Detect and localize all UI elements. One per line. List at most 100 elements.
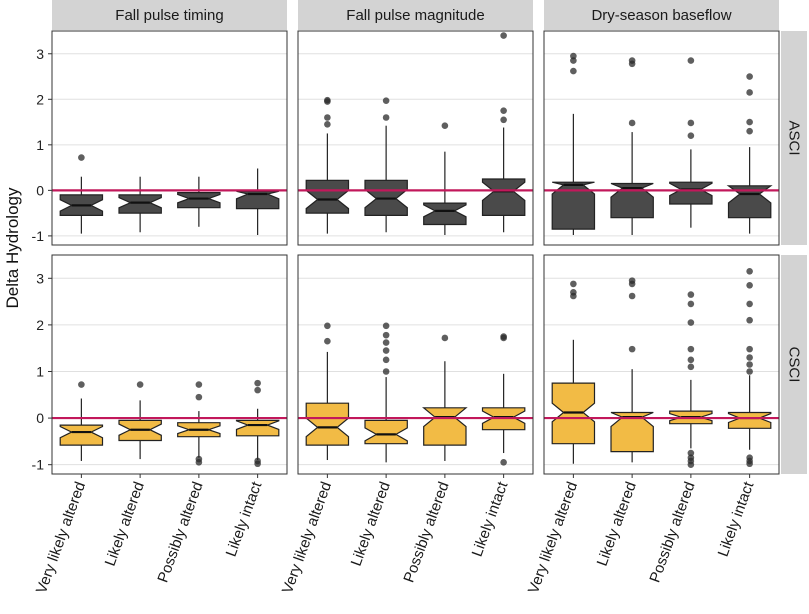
outlier-point [324,121,331,128]
outlier-point [382,331,390,339]
box-possibly-altered [177,176,221,227]
box-likely-altered [118,381,162,460]
y-tick-label: 3 [36,46,44,62]
box-very-likely-altered [551,280,596,464]
outlier-point [195,381,203,388]
outlier-point [687,319,695,326]
panel-csci-dry-season-baseflow: Very likely altered Likely altered Possibl… [525,254,780,596]
outlier-point [746,361,753,368]
column-strip-label: Dry-season baseflow [591,7,731,24]
outlier-point [570,52,577,60]
outlier-point [441,122,449,130]
box-possibly-altered [423,122,467,235]
box-likely-altered [610,57,654,235]
outlier-point [500,116,507,124]
x-tick-label: Possibly altered [154,480,206,585]
outlier-point [78,154,85,161]
box-body [727,411,772,429]
x-tick-label: Likely intact [223,479,266,559]
x-tick-label: Very likely altered [525,480,581,596]
panel-asci-fall-pulse-magnitude [297,30,534,246]
outlier-point [382,322,390,330]
y-tick-label: 1 [36,363,44,379]
outlier-point [746,300,753,308]
outlier-point [570,280,577,288]
outlier-point [324,322,331,330]
outlier-point [324,337,331,345]
outlier-point [687,132,695,140]
outlier-point [628,345,636,353]
outlier-point [687,454,695,461]
outlier-point [687,449,695,457]
outlier-point [254,386,261,394]
x-tick-label: Likely intact [715,479,758,559]
x-tick-label: Possibly altered [400,480,452,585]
x-tick-label: Likely altered [594,480,640,569]
row-strip-asci [781,31,807,245]
y-tick-label: 1 [36,137,44,153]
outlier-point [195,393,203,401]
outlier-point [687,57,695,64]
row-strip-label: CSCI [786,347,803,383]
row-strip-csci [781,255,807,474]
box-very-likely-altered [59,381,104,461]
box-possibly-altered [669,291,713,468]
outlier-point [500,333,507,340]
box-likely-altered [364,97,408,233]
y-tick-label: -1 [32,228,45,244]
x-tick-label: Likely intact [469,479,512,559]
x-tick-label: Likely altered [348,480,394,569]
outlier-point [570,67,577,75]
box-likely-intact [726,73,773,234]
box-likely-intact [727,268,772,468]
outlier-point [687,363,695,371]
outlier-point [687,300,695,308]
outlier-point [382,356,390,364]
box-likely-altered [118,176,162,233]
outlier-point [382,97,390,104]
x-tick-label: Likely altered [102,480,148,569]
column-strip-label: Fall pulse timing [115,7,223,24]
outlier-point [570,288,577,296]
x-tick-label: Very likely altered [33,480,89,596]
outlier-point [687,345,695,353]
outlier-point [382,347,390,354]
outlier-point [628,119,636,127]
outlier-point [254,457,261,465]
outlier-point [687,291,695,298]
box-very-likely-altered [551,52,596,235]
outlier-point [324,114,331,121]
outlier-point [382,114,390,121]
outlier-point [746,345,753,353]
box-body [59,424,104,446]
panels-layer: Fall pulse timing Fall pulse magnitude Dry… [32,0,807,596]
box-body [551,181,596,230]
box-body [118,194,162,214]
column-strip-fall-pulse-magnitude [298,0,533,30]
box-body [235,190,280,210]
outlier-point [570,57,577,64]
y-tick-label: 0 [36,410,44,426]
box-likely-intact [235,168,280,235]
y-tick-label: 3 [36,270,44,286]
box-body [305,179,350,214]
box-likely-intact [235,379,280,468]
outlier-point [746,368,753,375]
outlier-point [500,107,507,114]
outlier-point [746,454,753,461]
box-very-likely-altered [305,322,350,461]
box-body [235,419,280,437]
box-body [726,185,773,219]
row-strip-label: ASCI [786,120,803,155]
panel-border [51,30,288,246]
outlier-point [254,379,261,387]
outlier-point [195,455,203,463]
outlier-point [78,381,85,388]
outlier-point [746,118,753,126]
box-likely-altered [364,322,408,463]
box-body [481,178,526,216]
panel-asci-fall-pulse-timing: -1 0 1 2 3 [32,30,288,246]
outlier-point [628,277,636,284]
box-body [423,202,467,226]
